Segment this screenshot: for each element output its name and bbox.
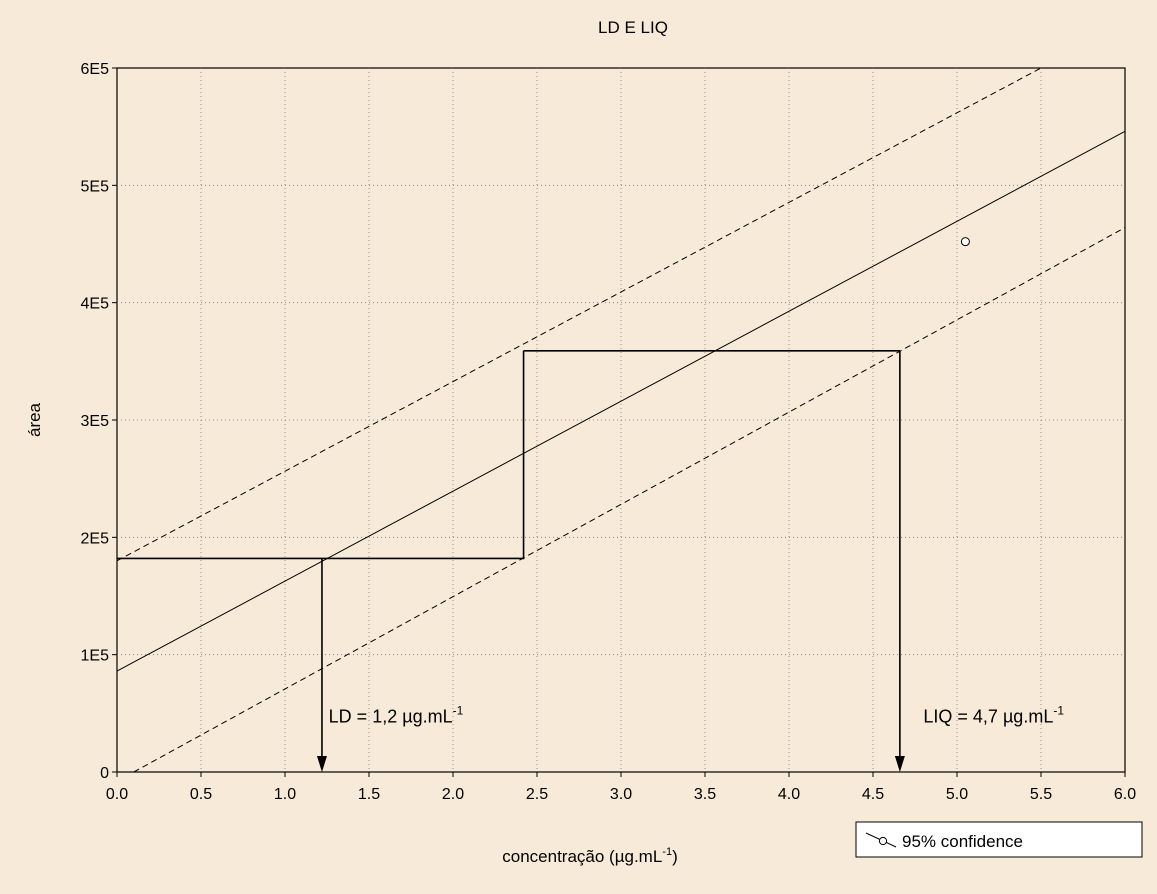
x-tick-label: 0.0 bbox=[106, 786, 128, 803]
y-tick-label: 0 bbox=[100, 765, 109, 782]
x-tick-label: 0.5 bbox=[190, 786, 212, 803]
x-tick-label: 6.0 bbox=[1114, 786, 1136, 803]
x-tick-label: 3.0 bbox=[610, 786, 632, 803]
x-axis-label: concentração (µg.mL-1) bbox=[502, 846, 678, 866]
arrow-head bbox=[316, 756, 327, 772]
legend-label: 95% confidence bbox=[902, 832, 1023, 851]
y-tick-label: 1E5 bbox=[81, 648, 110, 665]
annotations: LD = 1,2 µg.mL-1 LIQ = 4,7 µg.mL-1 bbox=[329, 704, 1065, 727]
y-tick-label: 4E5 bbox=[81, 296, 110, 313]
y-axis-label: área bbox=[25, 402, 44, 437]
legend-box bbox=[855, 821, 1143, 858]
x-tick-label: 4.0 bbox=[778, 786, 800, 803]
x-tick-label: 2.5 bbox=[526, 786, 548, 803]
confidence-band-line bbox=[133, 227, 1126, 773]
data-points bbox=[960, 237, 970, 247]
regression-line bbox=[116, 130, 1126, 672]
x-tick-label: 1.5 bbox=[358, 786, 380, 803]
y-tick-label: 2E5 bbox=[81, 530, 110, 547]
annotation-text: LIQ = 4,7 µg.mL bbox=[923, 707, 1053, 727]
x-tick-label: 5.5 bbox=[1030, 786, 1052, 803]
grid bbox=[117, 68, 1125, 772]
x-tick-label: 2.0 bbox=[442, 786, 464, 803]
x-tick-label: 3.5 bbox=[694, 786, 716, 803]
annotation-sup: -1 bbox=[453, 704, 464, 718]
x-axis-label-main: concentração (µg.mL bbox=[502, 847, 662, 866]
legend-marker-swatch bbox=[878, 836, 888, 846]
y-tick-label: 5E5 bbox=[81, 178, 110, 195]
legend: 95% confidence bbox=[855, 821, 1143, 858]
annotation-label: LD = 1,2 µg.mL-1 bbox=[329, 704, 464, 727]
construction-line bbox=[117, 350, 525, 560]
construction-lines bbox=[117, 349, 905, 772]
x-axis-label-suffix: ) bbox=[672, 847, 678, 866]
annotation-text: LD = 1,2 µg.mL bbox=[329, 707, 453, 727]
tick-labels: 0.0 0.5 1.0 1.5 2.0 2.5 3.0 3.5 4.0 4.5 5.0 5.5 6.0 0… bbox=[81, 61, 1137, 803]
y-tick-label: 3E5 bbox=[81, 413, 110, 430]
x-tick-label: 1.0 bbox=[274, 786, 296, 803]
chart-title: LD E LIQ bbox=[598, 18, 668, 37]
annotation-sup: -1 bbox=[1053, 704, 1064, 718]
confidence-band-line bbox=[116, 67, 1042, 562]
x-tick-label: 4.5 bbox=[862, 786, 884, 803]
x-tick-label: 5.0 bbox=[946, 786, 968, 803]
arrow-head bbox=[894, 756, 905, 772]
y-tick-label: 6E5 bbox=[81, 61, 110, 78]
series-layer bbox=[116, 67, 1126, 773]
x-axis-label-sup: -1 bbox=[662, 846, 672, 858]
annotation-label: LIQ = 4,7 µg.mL-1 bbox=[923, 704, 1064, 727]
data-point bbox=[960, 237, 970, 247]
